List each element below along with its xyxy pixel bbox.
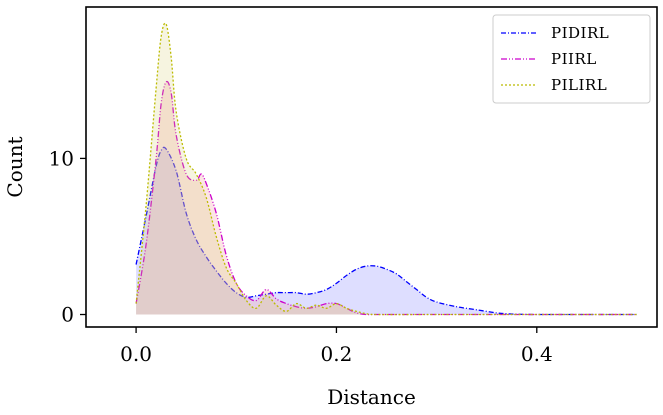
- series-line-piirl: [135, 80, 637, 316]
- legend-box: [492, 14, 651, 104]
- axes: 0.0 0.2 0.4 0 10: [49, 146, 553, 366]
- legend: PIDIRL PIIRL PILIRL: [492, 14, 651, 104]
- series-area-pilirl: [136, 23, 637, 315]
- series-line-pilirl: [135, 22, 637, 316]
- legend-entry-pilirl: PILIRL: [501, 76, 607, 94]
- x-tick-label: 0.0: [120, 342, 152, 366]
- x-tick-label: 0.2: [321, 342, 353, 366]
- series-line-pidirl: [135, 146, 637, 316]
- legend-label-pidirl: PIDIRL: [551, 24, 609, 42]
- legend-label-pilirl: PILIRL: [551, 76, 607, 94]
- series-area-pidirl: [136, 147, 637, 315]
- x-axis-label: Distance: [327, 385, 416, 409]
- series-area-piirl: [136, 81, 637, 315]
- plot-frame: [85, 6, 658, 328]
- legend-label-piirl: PIIRL: [551, 50, 597, 68]
- legend-entry-piirl: PIIRL: [501, 50, 597, 68]
- y-axis-label: Count: [3, 136, 27, 197]
- y-tick-label: 10: [49, 146, 74, 170]
- x-tick-label: 0.4: [521, 342, 553, 366]
- plot-area: [135, 22, 637, 316]
- legend-entry-pidirl: PIDIRL: [501, 24, 609, 42]
- y-tick-label: 0: [61, 303, 74, 327]
